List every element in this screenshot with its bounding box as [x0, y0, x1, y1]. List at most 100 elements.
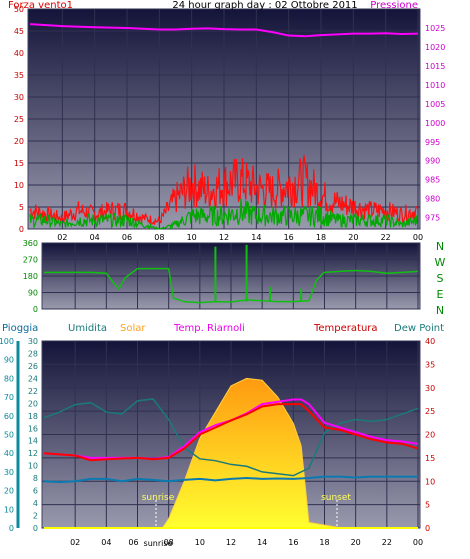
- hour-tick-label: 10: [195, 538, 205, 547]
- humidity-tick-label: 20: [28, 399, 38, 408]
- direction-tick-label: 90: [28, 289, 38, 298]
- sunset-label: sunset: [321, 493, 351, 503]
- pressure-series: [29, 23, 419, 38]
- pressure-tick-label: 990: [425, 157, 440, 166]
- hour-tick-label: 12: [226, 538, 236, 547]
- wind-tick-label: 35: [14, 71, 24, 80]
- hour-tick-label: 20: [351, 538, 361, 547]
- pressure-tick-label: 1020: [425, 43, 445, 52]
- hour-tick-label: 16: [284, 233, 294, 242]
- wind-tick-label: 50: [14, 5, 24, 14]
- hour-tick-label: 08: [154, 233, 164, 242]
- sunrise-label: sunrise: [142, 493, 175, 503]
- humidity-tick-label: 6: [33, 487, 38, 496]
- sunrise-axis-label: sunrise: [144, 539, 173, 548]
- wind-tick-label: 0: [19, 225, 24, 234]
- legend-item: Umidita: [68, 323, 107, 334]
- hour-tick-label: 02: [70, 538, 80, 547]
- wind-tick-label: 30: [14, 93, 24, 102]
- wind-speed-series: [29, 155, 418, 225]
- pressure-tick-label: 985: [425, 176, 440, 185]
- pressure-tick-label: 1025: [425, 24, 445, 33]
- wind-tick-label: 25: [14, 115, 24, 124]
- hour-tick-label: 00: [413, 538, 423, 547]
- humidity-tick-label: 8: [33, 474, 38, 483]
- humidity-tick-label: 26: [28, 362, 38, 371]
- humidity-tick-label: 4: [33, 499, 38, 508]
- temperature-tick-label: 15: [425, 454, 435, 463]
- wind-tick-label: 20: [14, 137, 24, 146]
- rain-tick-label: 20: [4, 487, 14, 496]
- temperature-tick-label: 10: [425, 477, 435, 486]
- temperature-tick-label: 35: [425, 360, 435, 369]
- direction-tick-label: 360: [23, 239, 38, 248]
- wind-tick-label: 10: [14, 181, 24, 190]
- wind-gust-series: [29, 198, 418, 231]
- hour-tick-label: 18: [319, 538, 329, 547]
- hour-tick-label: 18: [316, 233, 326, 242]
- hour-tick-label: 14: [251, 233, 261, 242]
- direction-tick-label: 0: [33, 305, 38, 314]
- rain-tick-label: 10: [4, 505, 14, 514]
- pressure-tick-label: 1005: [425, 100, 445, 109]
- temperature-tick-label: 20: [425, 431, 435, 440]
- legend-item: Dew Point: [394, 323, 444, 334]
- rain-tick-label: 90: [4, 356, 14, 365]
- humidity-series: [43, 398, 419, 477]
- wind-tick-label: 5: [19, 203, 24, 212]
- humidity-tick-label: 22: [28, 387, 38, 396]
- humidity-tick-label: 18: [28, 412, 38, 421]
- dewpoint-series: [43, 475, 418, 484]
- pressure-tick-label: 1015: [425, 62, 445, 71]
- rain-tick-label: 0: [9, 524, 14, 533]
- pressure-tick-label: 1010: [425, 81, 445, 90]
- graph-title: 24 hour graph day : 02 Ottobre 2011: [172, 0, 357, 11]
- compass-label: S: [437, 272, 444, 285]
- solar-series: [44, 377, 418, 529]
- compass-label: N: [436, 304, 444, 317]
- hour-tick-label: 22: [381, 233, 391, 242]
- direction-tick-label: 180: [23, 272, 38, 281]
- rain-tick-label: 50: [4, 431, 14, 440]
- legend-item: Temp. Riarnoli: [173, 323, 245, 334]
- pressure-axis-label: Pressione: [370, 0, 418, 11]
- pressure-tick-label: 980: [425, 195, 440, 204]
- pressure-tick-label: 995: [425, 138, 440, 147]
- hour-tick-label: 22: [382, 538, 392, 547]
- temperature-tick-label: 25: [425, 407, 435, 416]
- humidity-tick-label: 10: [28, 462, 38, 471]
- hour-tick-label: 10: [187, 233, 197, 242]
- legend-item: Solar: [120, 323, 146, 334]
- temperature-tick-label: 40: [425, 337, 435, 346]
- temperature-tick-label: 30: [425, 384, 435, 393]
- temperature-series: [43, 403, 419, 462]
- humidity-tick-label: 28: [28, 349, 38, 358]
- hour-tick-label: 04: [101, 538, 111, 547]
- hour-tick-label: 08: [164, 538, 174, 547]
- pressure-tick-label: 1000: [425, 119, 445, 128]
- compass-label: E: [437, 288, 444, 301]
- hour-tick-label: 14: [257, 538, 267, 547]
- wind-tick-label: 40: [14, 49, 24, 58]
- rain-tick-label: 40: [4, 449, 14, 458]
- humidity-tick-label: 0: [33, 524, 38, 533]
- wind-tick-label: 45: [14, 27, 24, 36]
- hour-tick-label: 16: [288, 538, 298, 547]
- temperature-tick-label: 0: [425, 524, 430, 533]
- humidity-tick-label: 30: [28, 337, 38, 346]
- wind-speed-axis-label: Forza vento1: [8, 0, 73, 11]
- compass-label: N: [436, 240, 444, 253]
- temperature-tick-label: 5: [425, 501, 430, 510]
- hour-tick-label: 20: [348, 233, 358, 242]
- humidity-tick-label: 12: [28, 449, 38, 458]
- pressure-tick-label: 975: [425, 214, 440, 223]
- rain-tick-label: 60: [4, 412, 14, 421]
- humidity-tick-label: 14: [28, 437, 38, 446]
- hour-tick-label: 00: [413, 233, 423, 242]
- compass-label: W: [435, 256, 446, 269]
- rain-tick-label: 30: [4, 468, 14, 477]
- rain-tick-label: 100: [0, 337, 14, 346]
- humidity-tick-label: 2: [33, 512, 38, 521]
